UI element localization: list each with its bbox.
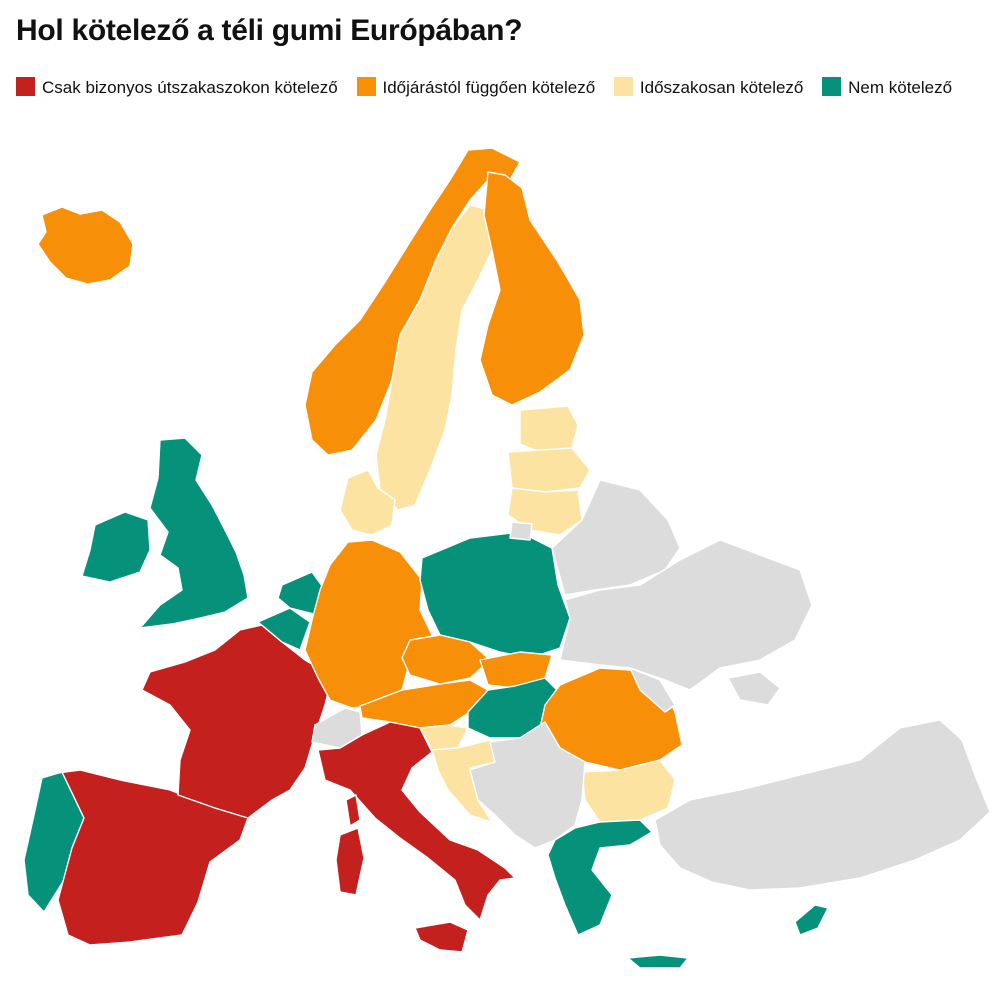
country-italy[interactable] xyxy=(317,721,516,921)
country-denmark[interactable] xyxy=(339,469,396,536)
legend-item-certain-roads: Csak bizonyos útszakaszokon kötelező xyxy=(16,77,338,97)
legend: Csak bizonyos útszakaszokon kötelező Idő… xyxy=(16,74,991,101)
country-united-kingdom[interactable] xyxy=(139,437,249,629)
country-finland[interactable] xyxy=(479,171,585,406)
legend-label: Időjárástól függően kötelező xyxy=(382,78,596,97)
legend-item-seasonal: Időszakosan kötelező xyxy=(613,77,804,97)
country-italy-sicily[interactable] xyxy=(414,921,469,953)
country-turkey[interactable] xyxy=(654,719,991,891)
legend-swatch-red xyxy=(16,77,35,96)
legend-label: Időszakosan kötelező xyxy=(639,78,804,97)
legend-item-weather-dependent: Időjárástól függően kötelező xyxy=(356,77,596,97)
country-ireland[interactable] xyxy=(81,511,151,583)
legend-swatch-green xyxy=(822,77,842,96)
country-latvia[interactable] xyxy=(507,447,591,493)
country-belgium[interactable] xyxy=(257,607,311,651)
country-moldova[interactable] xyxy=(629,667,676,713)
legend-label: Csak bizonyos útszakaszokon kötelező xyxy=(42,78,338,97)
map-title: Hol kötelező a téli gumi Európában? xyxy=(16,14,523,47)
country-czechia[interactable] xyxy=(401,634,491,685)
country-sweden[interactable] xyxy=(375,204,493,511)
country-cyprus[interactable] xyxy=(794,904,829,936)
country-spain[interactable] xyxy=(41,769,249,946)
country-slovenia[interactable] xyxy=(419,724,469,751)
legend-item-not-mandatory: Nem kötelező xyxy=(822,77,953,97)
country-greece[interactable] xyxy=(547,819,653,936)
legend-swatch-orange xyxy=(356,77,376,96)
country-italy-corsica[interactable] xyxy=(345,794,361,827)
country-bulgaria[interactable] xyxy=(581,759,676,823)
country-italy-sardinia[interactable] xyxy=(335,827,365,896)
country-greece-crete[interactable] xyxy=(627,954,689,969)
country-germany[interactable] xyxy=(304,539,433,709)
country-iceland[interactable] xyxy=(37,206,134,285)
country-france[interactable] xyxy=(141,624,333,819)
legend-label: Nem kötelező xyxy=(848,78,953,97)
region-kaliningrad[interactable] xyxy=(509,521,533,541)
legend-swatch-yellow xyxy=(613,77,633,96)
country-crimea[interactable] xyxy=(727,671,781,706)
country-estonia[interactable] xyxy=(519,405,579,453)
country-ukraine[interactable] xyxy=(559,539,813,691)
country-belarus[interactable] xyxy=(551,479,681,596)
